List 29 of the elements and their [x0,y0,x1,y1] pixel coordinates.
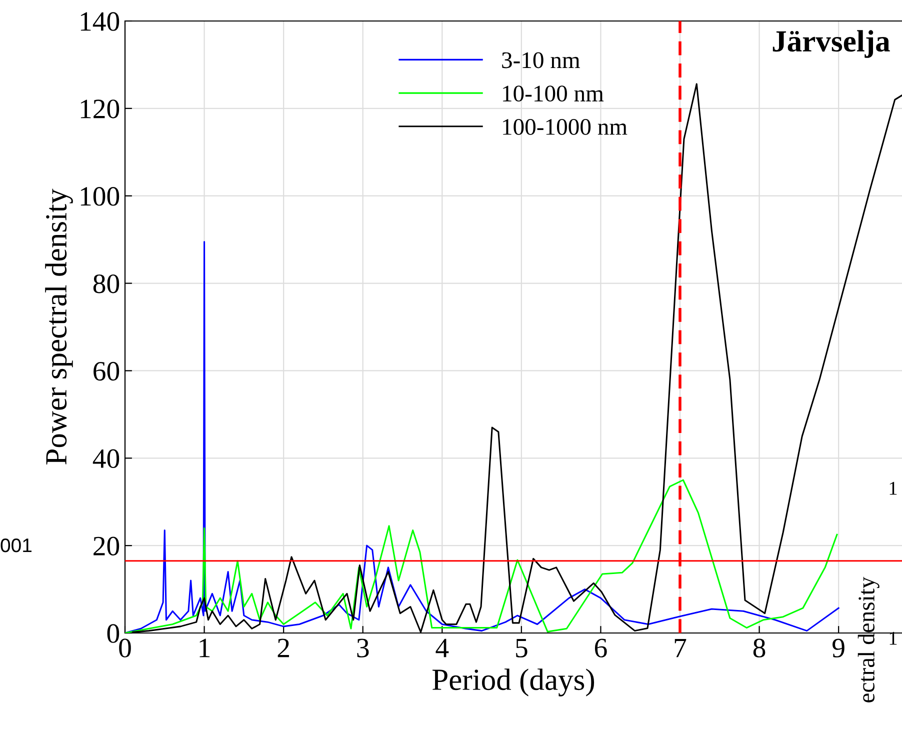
y-tick-label: 140 [80,12,120,31]
y-tick-label: 0 [107,624,120,643]
y-axis-title: Power spectral density [45,188,73,464]
x-tick-label: 4 [436,638,449,658]
x-tick-label: 7 [674,638,686,658]
line-series [125,240,840,633]
y-tick-label: 120 [80,100,120,118]
x-axis-title: Period (days) [432,668,594,696]
y-tick-label: 20 [94,536,120,556]
y-tick-label: 100 [80,187,120,206]
y-tick-label: 80 [93,274,120,294]
line-series [125,479,838,633]
legend-label: 100-1000 nm [503,118,628,135]
legend-label: 3-10 nm [502,52,580,68]
y-tick-label: 40 [92,449,120,468]
x-tick-label: 5 [516,638,528,658]
y-tick-label: 60 [94,362,120,381]
text: 001 [0,538,32,552]
annotation: ectral density [858,576,880,702]
x-tick-label: 0 [119,638,131,658]
annotation: 1 [890,482,897,495]
x-tick-label: 8 [753,638,766,658]
x-tick-label: 1 [200,638,210,658]
x-tick-label: 9 [832,638,844,658]
x-tick-label: 2 [278,638,289,658]
x-tick-label: 3 [357,638,369,658]
legend-label: 10-100 nm [503,86,604,102]
x-tick-label: 6 [594,638,607,658]
chart-title: Järvselja [772,30,890,58]
